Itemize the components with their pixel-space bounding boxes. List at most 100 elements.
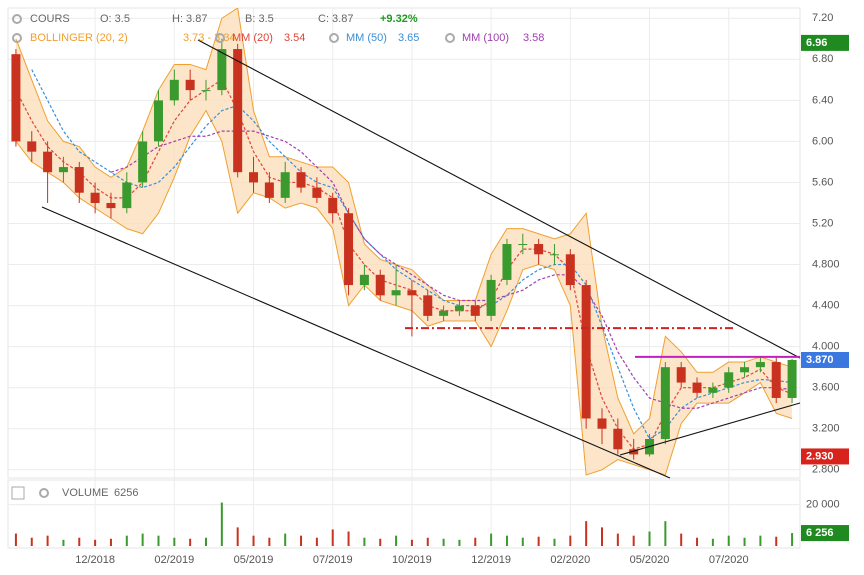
candle-body bbox=[359, 274, 369, 286]
gear-icon[interactable] bbox=[12, 14, 22, 24]
price-badge bbox=[801, 34, 849, 51]
volume-bar bbox=[379, 538, 382, 546]
x-tick-label: 07/2019 bbox=[313, 554, 353, 566]
x-tick-label: 02/2020 bbox=[550, 554, 590, 566]
volume-bar bbox=[426, 537, 429, 546]
candle-body bbox=[122, 182, 132, 209]
x-tick-label: 02/2019 bbox=[154, 554, 194, 566]
trend-lines bbox=[41, 39, 801, 479]
candle-body bbox=[344, 213, 354, 286]
legend-entry: BOLLINGER (20, 2) bbox=[30, 32, 128, 44]
y-tick-label: 4.800 bbox=[812, 258, 840, 270]
price-badge bbox=[801, 351, 849, 368]
candle-body bbox=[597, 418, 607, 429]
y-tick-label: 5.20 bbox=[812, 217, 833, 229]
window-icon[interactable] bbox=[11, 486, 25, 500]
candle-body bbox=[90, 192, 100, 203]
candle-body bbox=[296, 172, 306, 188]
volume-bar bbox=[648, 531, 651, 546]
candle-body bbox=[74, 167, 84, 193]
candle-body bbox=[391, 290, 401, 296]
volume-bar bbox=[331, 529, 334, 546]
volume-bar bbox=[711, 538, 714, 546]
moving-average bbox=[31, 69, 793, 440]
volume-bar bbox=[205, 537, 207, 546]
gear-icon[interactable] bbox=[12, 33, 22, 43]
candle-body bbox=[201, 90, 211, 92]
trend-line bbox=[619, 402, 801, 456]
volume-bar bbox=[46, 535, 49, 546]
volume-bar bbox=[347, 531, 350, 546]
candle-body bbox=[280, 172, 290, 198]
volume-bar bbox=[553, 538, 556, 546]
candle-body bbox=[264, 182, 274, 198]
x-tick-label: 07/2020 bbox=[709, 554, 749, 566]
ohlc-label: O: 3.5 bbox=[100, 13, 130, 25]
y-tick-label: 20 000 bbox=[806, 499, 840, 511]
y-tick-label: 7.20 bbox=[812, 12, 833, 24]
candle-body bbox=[375, 274, 385, 296]
candle-body bbox=[43, 151, 53, 173]
candle-body bbox=[565, 254, 575, 286]
volume-bar bbox=[759, 535, 762, 546]
y-tick-label: 6.40 bbox=[812, 94, 833, 106]
candle-body bbox=[502, 244, 512, 280]
candle-body bbox=[787, 359, 797, 398]
candle-body bbox=[676, 367, 686, 383]
volume-bar bbox=[284, 533, 287, 546]
volume-bar bbox=[236, 527, 239, 546]
candle-body bbox=[11, 54, 21, 142]
candle-body bbox=[312, 187, 322, 198]
gear-icon[interactable] bbox=[215, 33, 225, 43]
gear-icon[interactable] bbox=[39, 488, 49, 498]
volume-bar bbox=[125, 535, 128, 546]
candle-body bbox=[58, 167, 68, 173]
volume-bar bbox=[743, 537, 746, 546]
trend-line bbox=[41, 206, 671, 479]
gear-icon[interactable] bbox=[445, 33, 455, 43]
x-tick-label: 05/2020 bbox=[630, 554, 670, 566]
volume-bar bbox=[680, 533, 683, 546]
candle-body bbox=[233, 49, 243, 173]
volume-bar bbox=[252, 535, 255, 546]
gear-icon[interactable] bbox=[329, 33, 339, 43]
legend-value: 3.58 bbox=[523, 32, 544, 44]
x-tick-label: 05/2019 bbox=[234, 554, 274, 566]
candle-body bbox=[755, 362, 765, 368]
y-tick-label: 4.400 bbox=[812, 300, 840, 312]
x-tick-label: 10/2019 bbox=[392, 554, 432, 566]
volume-bar bbox=[173, 537, 176, 546]
volume-bar bbox=[490, 533, 493, 546]
volume-bar bbox=[62, 539, 65, 546]
candle-body bbox=[518, 244, 528, 246]
volume-bar bbox=[14, 533, 17, 546]
candle-body bbox=[185, 79, 195, 91]
legend-entry: MM (100) bbox=[462, 32, 509, 44]
volume-bar bbox=[585, 521, 588, 546]
volume-title: VOLUME bbox=[62, 487, 108, 499]
candle-body bbox=[581, 285, 591, 419]
candle-body bbox=[328, 197, 338, 214]
candle-body bbox=[771, 362, 781, 398]
legend-value: 3.65 bbox=[398, 32, 419, 44]
candle-body bbox=[407, 290, 417, 296]
candle-body bbox=[249, 172, 259, 183]
price-badge bbox=[801, 448, 849, 465]
volume-bar bbox=[505, 535, 508, 546]
plot bbox=[11, 8, 797, 476]
candle-body bbox=[708, 387, 718, 393]
y-tick-label: 6.80 bbox=[812, 53, 833, 65]
volume-bar bbox=[791, 533, 794, 546]
candle-body bbox=[217, 49, 227, 91]
volume-bar bbox=[569, 535, 572, 546]
candle-body bbox=[486, 279, 496, 316]
candle-body bbox=[740, 367, 750, 373]
y-tick-label: 2.800 bbox=[812, 464, 840, 476]
bollinger-line bbox=[15, 109, 793, 476]
volume-bar bbox=[775, 536, 778, 546]
volume-bar bbox=[109, 538, 112, 546]
volume-value: 6256 bbox=[114, 487, 138, 499]
y-tick-label: 3.200 bbox=[812, 423, 840, 435]
volume-bar bbox=[363, 537, 366, 546]
volume-bar bbox=[30, 537, 33, 546]
